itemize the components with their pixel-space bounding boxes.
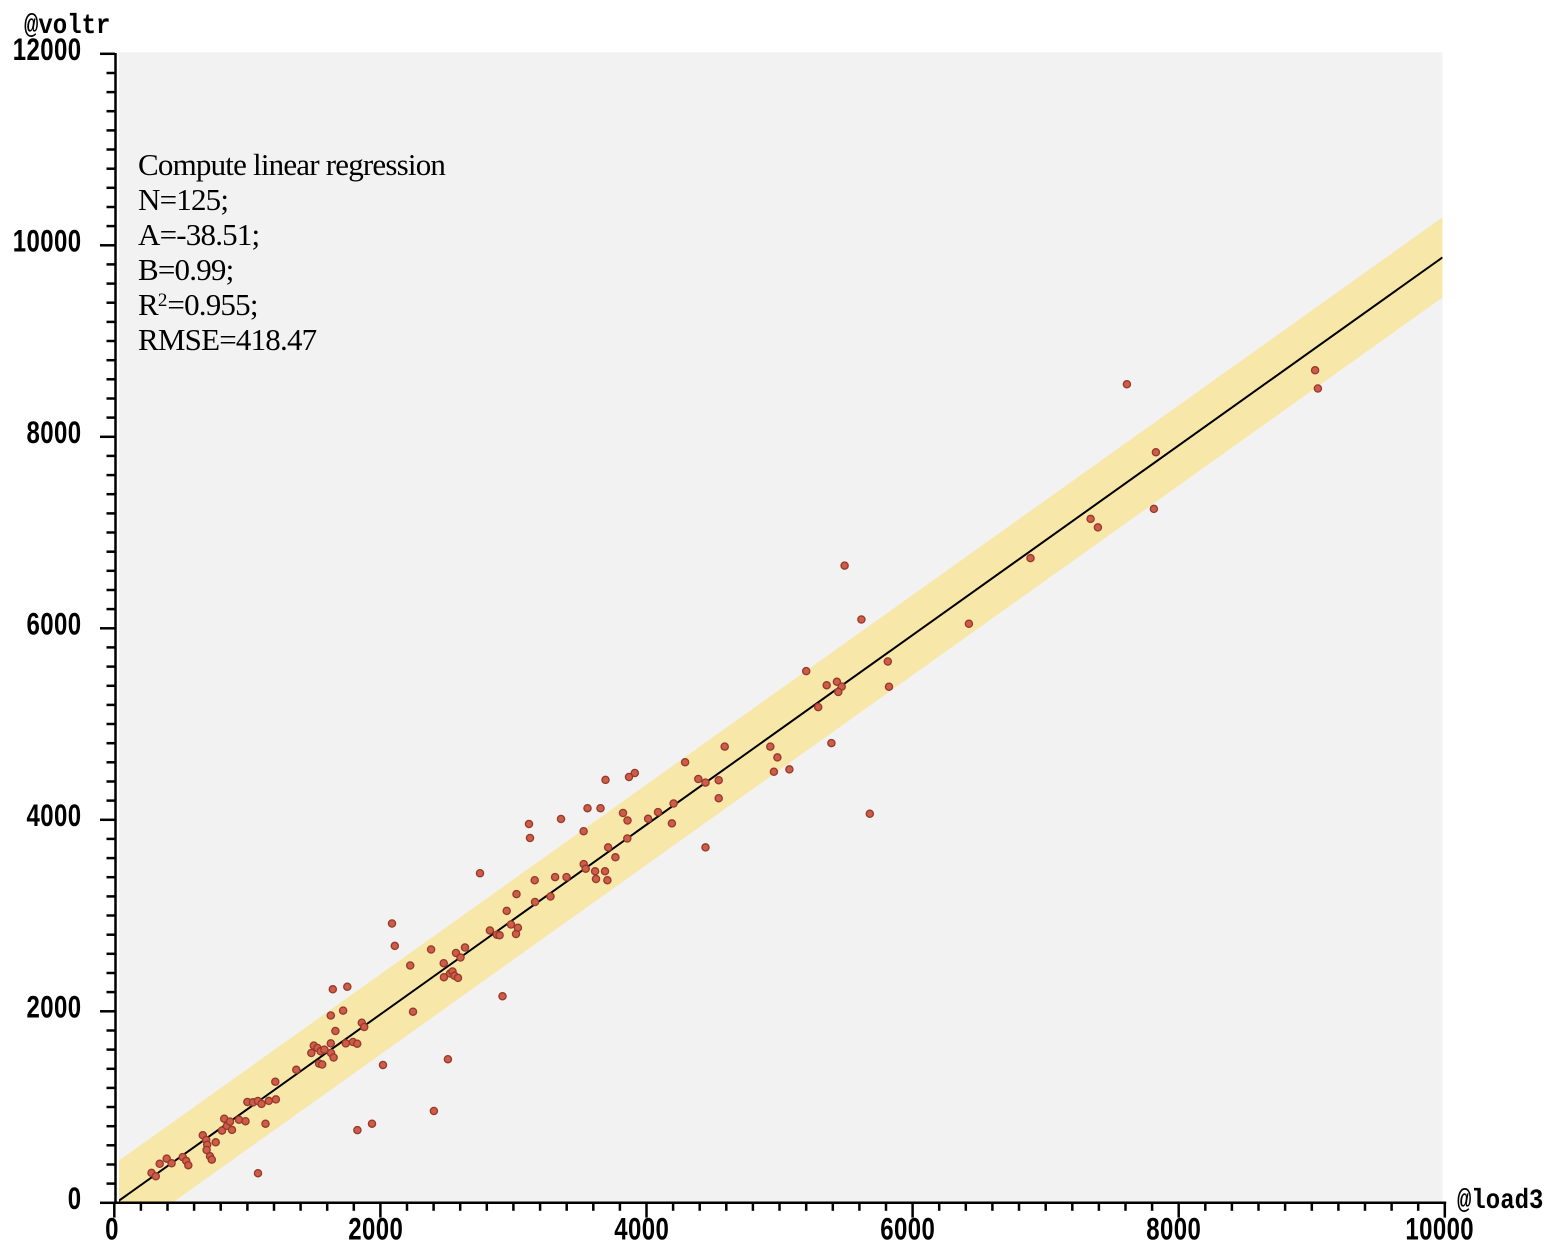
svg-text:6000: 6000 xyxy=(880,1211,935,1246)
svg-text:2000: 2000 xyxy=(348,1211,403,1246)
svg-text:8000: 8000 xyxy=(1146,1211,1201,1246)
svg-text:@load3: @load3 xyxy=(1457,1184,1543,1216)
svg-text:12000: 12000 xyxy=(13,32,82,67)
svg-text:10000: 10000 xyxy=(1405,1211,1474,1246)
svg-text:0: 0 xyxy=(68,1181,82,1216)
svg-text:2000: 2000 xyxy=(27,989,82,1024)
svg-text:10000: 10000 xyxy=(13,223,82,258)
svg-text:6000: 6000 xyxy=(27,606,82,641)
svg-text:@voltr: @voltr xyxy=(24,9,110,41)
svg-text:4000: 4000 xyxy=(614,1211,669,1246)
svg-text:8000: 8000 xyxy=(27,415,82,450)
svg-text:0: 0 xyxy=(105,1211,119,1246)
svg-text:4000: 4000 xyxy=(27,798,82,833)
